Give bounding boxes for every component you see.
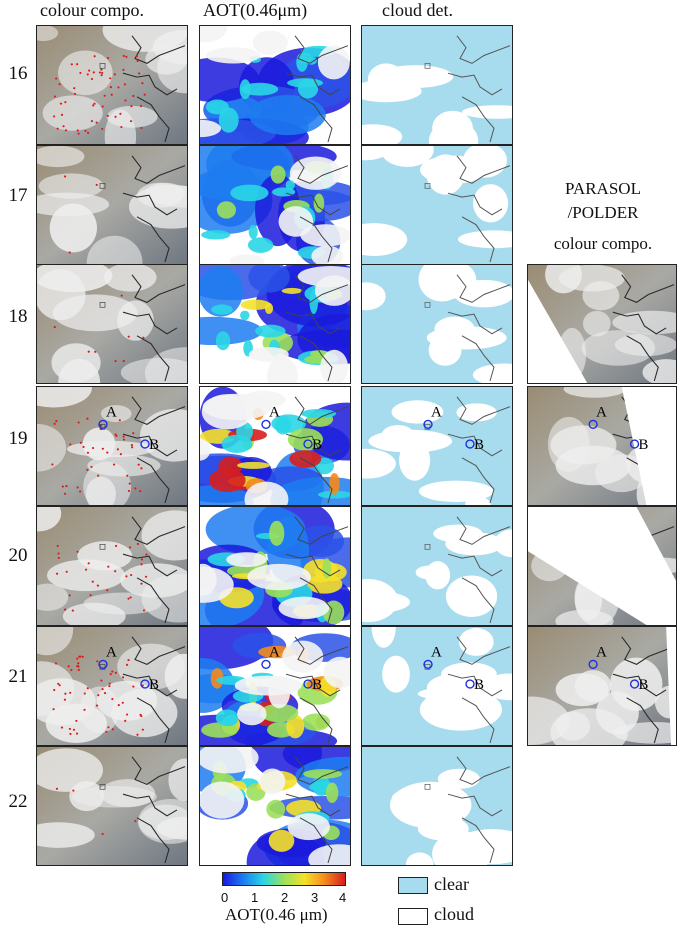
site-a-marker: [98, 659, 108, 669]
site-a-label: A: [269, 645, 280, 661]
colorbar-tick-0: 0: [221, 890, 229, 905]
header-aot: AOT(0.46μm): [203, 0, 308, 20]
site-a-marker: [423, 659, 433, 669]
site-a-label: A: [596, 405, 607, 421]
aot-panel-22: [199, 746, 351, 866]
site-b-marker: [629, 439, 640, 449]
colour-panel-17: [36, 145, 188, 265]
colour-panel-18: [36, 264, 188, 384]
colorbar-tick-2: 2: [281, 890, 289, 905]
cloud-panel-18: [361, 264, 513, 384]
colour-panel-16: [36, 25, 188, 145]
site-a-label: A: [596, 645, 607, 661]
header-cloud-det: cloud det.: [382, 0, 453, 20]
row-label-18: 18: [8, 306, 28, 327]
site-b-marker: [465, 679, 475, 689]
aot-panel-17: [199, 145, 351, 265]
cloud-panel-16: [361, 25, 513, 145]
site-b-label: B: [639, 677, 649, 693]
parasol-title-line2: /POLDER: [567, 203, 639, 222]
site-b-label: B: [312, 677, 322, 693]
cloud-panel-17: [361, 145, 513, 265]
aot-panel-20: [199, 506, 351, 626]
parasol-title-line1: PARASOL: [565, 179, 641, 198]
site-a-label: A: [269, 405, 280, 421]
site-b-label: B: [149, 677, 159, 693]
site-a-label: A: [431, 405, 442, 421]
colour-panel-20: [36, 506, 188, 626]
colorbar-tick-1: 1: [251, 890, 259, 905]
site-a-marker: [423, 419, 433, 429]
colour-panel-22: [36, 746, 188, 866]
site-a-label: A: [431, 645, 442, 661]
row-label-20: 20: [8, 545, 28, 566]
row-label-21: 21: [8, 666, 28, 687]
site-a-marker: [261, 419, 271, 429]
site-b-marker: [629, 679, 640, 689]
site-b-marker: [303, 679, 313, 689]
legend-clear-label: clear: [434, 874, 469, 894]
site-b-marker: [465, 439, 475, 449]
legend-cloud-label: cloud: [434, 904, 474, 924]
site-a-marker: [588, 659, 598, 669]
cloud-panel-20: [361, 506, 513, 626]
site-b-marker: [140, 679, 150, 689]
site-b-marker: [303, 439, 313, 449]
site-a-label: A: [106, 645, 117, 661]
aot-colorbar: [222, 872, 346, 886]
parasol-panel-20: [527, 506, 677, 626]
row-label-19: 19: [8, 428, 28, 449]
header-colour-compo: colour compo.: [40, 0, 144, 20]
site-b-label: B: [474, 677, 484, 693]
site-a-marker: [261, 659, 271, 669]
row-label-16: 16: [8, 63, 28, 84]
site-b-label: B: [639, 437, 649, 453]
aot-panel-18: [199, 264, 351, 384]
legend-cloud-swatch: [398, 908, 428, 925]
parasol-title-line3: colour compo.: [553, 234, 653, 253]
site-b-label: B: [474, 437, 484, 453]
aot-panel-16: [199, 25, 351, 145]
legend-clear-swatch: [398, 877, 428, 894]
row-label-17: 17: [8, 185, 28, 206]
site-a-marker: [98, 419, 108, 429]
site-a-marker: [588, 419, 598, 429]
row-label-22: 22: [8, 791, 28, 812]
colorbar-label: AOT(0.46 μm): [225, 905, 328, 924]
cloud-panel-22: [361, 746, 513, 866]
site-a-label: A: [106, 405, 117, 421]
site-b-marker: [140, 439, 150, 449]
parasol-panel-18: [527, 264, 677, 384]
site-b-label: B: [149, 437, 159, 453]
site-b-label: B: [312, 437, 322, 453]
colorbar-tick-3: 3: [311, 890, 319, 905]
colorbar-tick-4: 4: [339, 890, 347, 905]
